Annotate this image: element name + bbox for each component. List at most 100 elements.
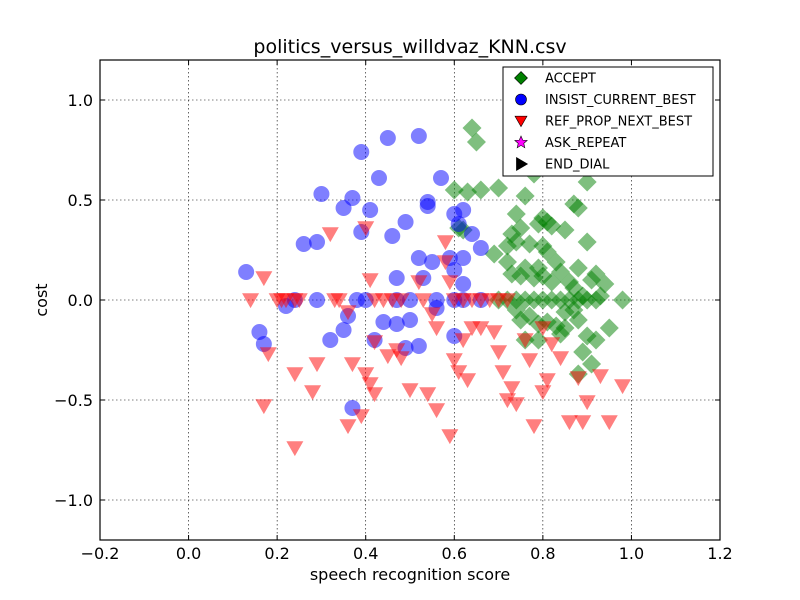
data-point: [555, 220, 575, 240]
legend-marker-accept: [514, 71, 528, 85]
data-point: [361, 273, 379, 289]
data-point: [521, 353, 539, 369]
data-point: [538, 373, 556, 389]
data-point: [309, 292, 325, 308]
data-point: [552, 351, 570, 367]
x-tick-label: 1.2: [707, 544, 732, 563]
data-point: [574, 415, 592, 431]
y-tick-label: −0.5: [54, 391, 93, 410]
data-point: [357, 367, 375, 383]
data-point: [458, 182, 478, 202]
x-axis-label: speech recognition score: [310, 565, 510, 584]
data-point: [339, 305, 357, 321]
data-point: [614, 379, 632, 395]
data-point: [582, 270, 602, 290]
data-point: [472, 240, 489, 256]
data-point: [353, 144, 370, 160]
x-tick-label: 0.6: [442, 544, 467, 563]
data-point: [419, 198, 436, 214]
data-point: [366, 387, 384, 403]
data-point: [384, 228, 401, 244]
data-point: [586, 330, 606, 350]
data-point: [573, 342, 593, 362]
data-point: [455, 276, 472, 292]
data-point: [401, 383, 419, 399]
data-point: [392, 293, 410, 309]
data-point: [379, 130, 396, 146]
data-point: [441, 275, 459, 291]
data-point: [498, 393, 516, 409]
data-point: [410, 250, 427, 266]
data-point: [255, 271, 273, 287]
legend-label-accept: ACCEPT: [545, 72, 596, 87]
data-point: [600, 415, 618, 431]
data-point: [309, 234, 325, 250]
data-point: [410, 128, 427, 144]
axis-ticks: [99, 60, 721, 540]
data-point: [357, 221, 375, 237]
data-point: [414, 293, 432, 309]
data-point: [361, 377, 379, 393]
data-point: [428, 403, 446, 419]
data-point: [402, 312, 418, 328]
data-point: [543, 337, 561, 353]
y-tick-labels: −1.0 −0.5 0.0 0.5 1.0: [54, 91, 93, 510]
data-point: [441, 429, 459, 445]
data-point: [321, 227, 339, 243]
data-point: [308, 357, 326, 373]
data-point: [568, 258, 588, 278]
data-point: [379, 349, 397, 365]
data-point: [462, 118, 482, 138]
data-point: [375, 314, 392, 330]
y-axis-label: cost: [32, 283, 51, 316]
legend-label-insist-current-best: INSIST_CURRENT_BEST: [545, 93, 696, 108]
data-point: [388, 270, 405, 286]
data-point: [455, 202, 472, 218]
legend-box: [502, 66, 714, 177]
series-ref-prop-next-best: [242, 221, 632, 457]
data-point: [497, 236, 517, 256]
data-point: [489, 178, 509, 198]
data-point: [506, 232, 526, 252]
data-point: [286, 367, 304, 383]
data-point: [516, 333, 534, 349]
data-point: [466, 132, 486, 152]
y-tick-label: 1.0: [68, 91, 93, 110]
data-point: [525, 419, 543, 435]
data-point: [436, 255, 454, 271]
data-point: [286, 441, 304, 457]
data-point: [433, 170, 449, 186]
legend-marker-ref-prop-next-best: [514, 115, 528, 128]
x-tick-labels: −0.2 0.0 0.2 0.4 0.6 0.8 1.0 1.2: [81, 544, 733, 563]
legend-label-ask-repeat: ASK_REPEAT: [545, 136, 626, 151]
data-point: [339, 419, 357, 435]
data-point: [450, 365, 468, 381]
data-point: [511, 218, 531, 238]
data-point: [464, 226, 480, 242]
y-tick-label: −1.0: [54, 491, 93, 510]
data-point: [450, 216, 467, 232]
data-point: [410, 338, 427, 354]
data-point: [494, 365, 512, 381]
data-point: [472, 321, 490, 337]
legend: ACCEPT INSIST_CURRENT_BEST REF_PROP_NEXT_B…: [502, 66, 714, 177]
data-point: [534, 321, 552, 337]
series-insist-current-best: [238, 128, 489, 416]
data-point: [388, 316, 405, 332]
x-tick-label: 0.2: [264, 544, 289, 563]
data-point: [313, 186, 330, 202]
data-point: [471, 180, 491, 200]
data-point: [352, 409, 370, 425]
data-point: [410, 275, 428, 291]
data-point: [506, 204, 526, 224]
legend-label-end-dial: END_DIAL: [545, 158, 610, 173]
chart-title: politics_versus_willdvaz_KNN.csv: [253, 36, 566, 58]
data-point: [577, 232, 597, 252]
data-point: [304, 385, 322, 401]
data-point: [569, 371, 587, 387]
legend-marker-end-dial: [516, 156, 529, 172]
data-point: [520, 234, 540, 254]
x-tick-label: 0.0: [176, 544, 201, 563]
data-point: [599, 318, 619, 338]
data-point: [419, 387, 437, 403]
